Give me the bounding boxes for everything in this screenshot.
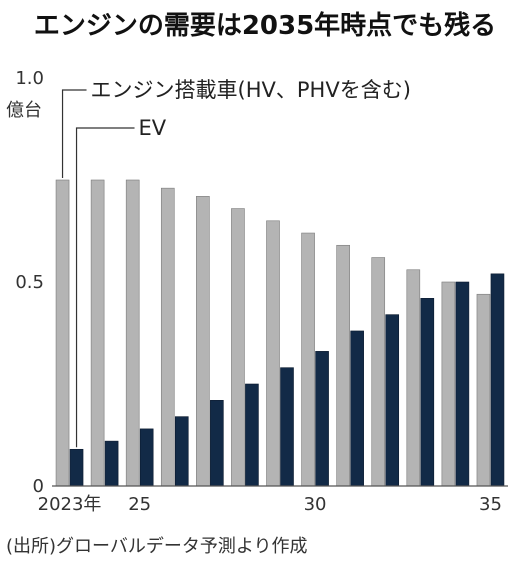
bar-ev <box>174 416 189 487</box>
bar-ev <box>455 281 470 487</box>
bar-ev <box>385 314 400 487</box>
bar-engine <box>476 293 491 487</box>
bar-engine <box>441 281 456 487</box>
bar-ev <box>104 440 119 487</box>
bar-engine <box>125 179 140 487</box>
bar-ev <box>315 351 329 487</box>
bar-engine <box>266 220 280 487</box>
y-axis-unit: 億台 <box>6 100 42 121</box>
x-tick-label: 2023年 <box>38 494 102 515</box>
bar-ev <box>490 273 505 487</box>
legend-leader-ev <box>75 127 135 448</box>
source-note: (出所)グローバルデータ予測より作成 <box>6 536 308 557</box>
bar-engine <box>160 187 175 487</box>
bar-ev <box>69 448 84 487</box>
y-tick-label: 1.0 <box>15 68 44 89</box>
bar-ev <box>280 367 294 487</box>
y-axis-ticks: 0 0.5 1.0 <box>15 68 44 497</box>
x-tick-label: 25 <box>128 494 151 515</box>
bar-engine <box>55 179 70 487</box>
y-tick-label: 0 <box>33 476 44 497</box>
bar-ev <box>420 298 435 487</box>
x-axis-ticks: 2023年 25 30 35 <box>38 494 502 515</box>
bar-engine <box>90 179 105 487</box>
bar-ev <box>139 428 154 487</box>
bar-ev <box>245 383 259 487</box>
x-tick-label: 35 <box>479 494 502 515</box>
legend-label-ev: EV <box>139 116 167 140</box>
legend: エンジン搭載車(HV、PHVを含む) EV <box>61 78 411 448</box>
bar-engine <box>231 208 245 487</box>
y-tick-label: 0.5 <box>15 272 44 293</box>
bars <box>55 179 505 487</box>
bar-engine <box>301 232 315 487</box>
bar-engine <box>196 196 210 487</box>
chart-title: エンジンの需要は2035年時点でも残る <box>34 10 496 41</box>
bar-engine <box>336 244 350 487</box>
legend-label-engine: エンジン搭載車(HV、PHVを含む) <box>91 78 411 102</box>
bar-engine <box>371 257 386 487</box>
bar-engine <box>406 269 421 487</box>
x-tick-label: 30 <box>304 494 327 515</box>
bar-ev <box>210 400 224 487</box>
bar-ev <box>350 330 364 487</box>
legend-leader-engine <box>61 89 87 178</box>
